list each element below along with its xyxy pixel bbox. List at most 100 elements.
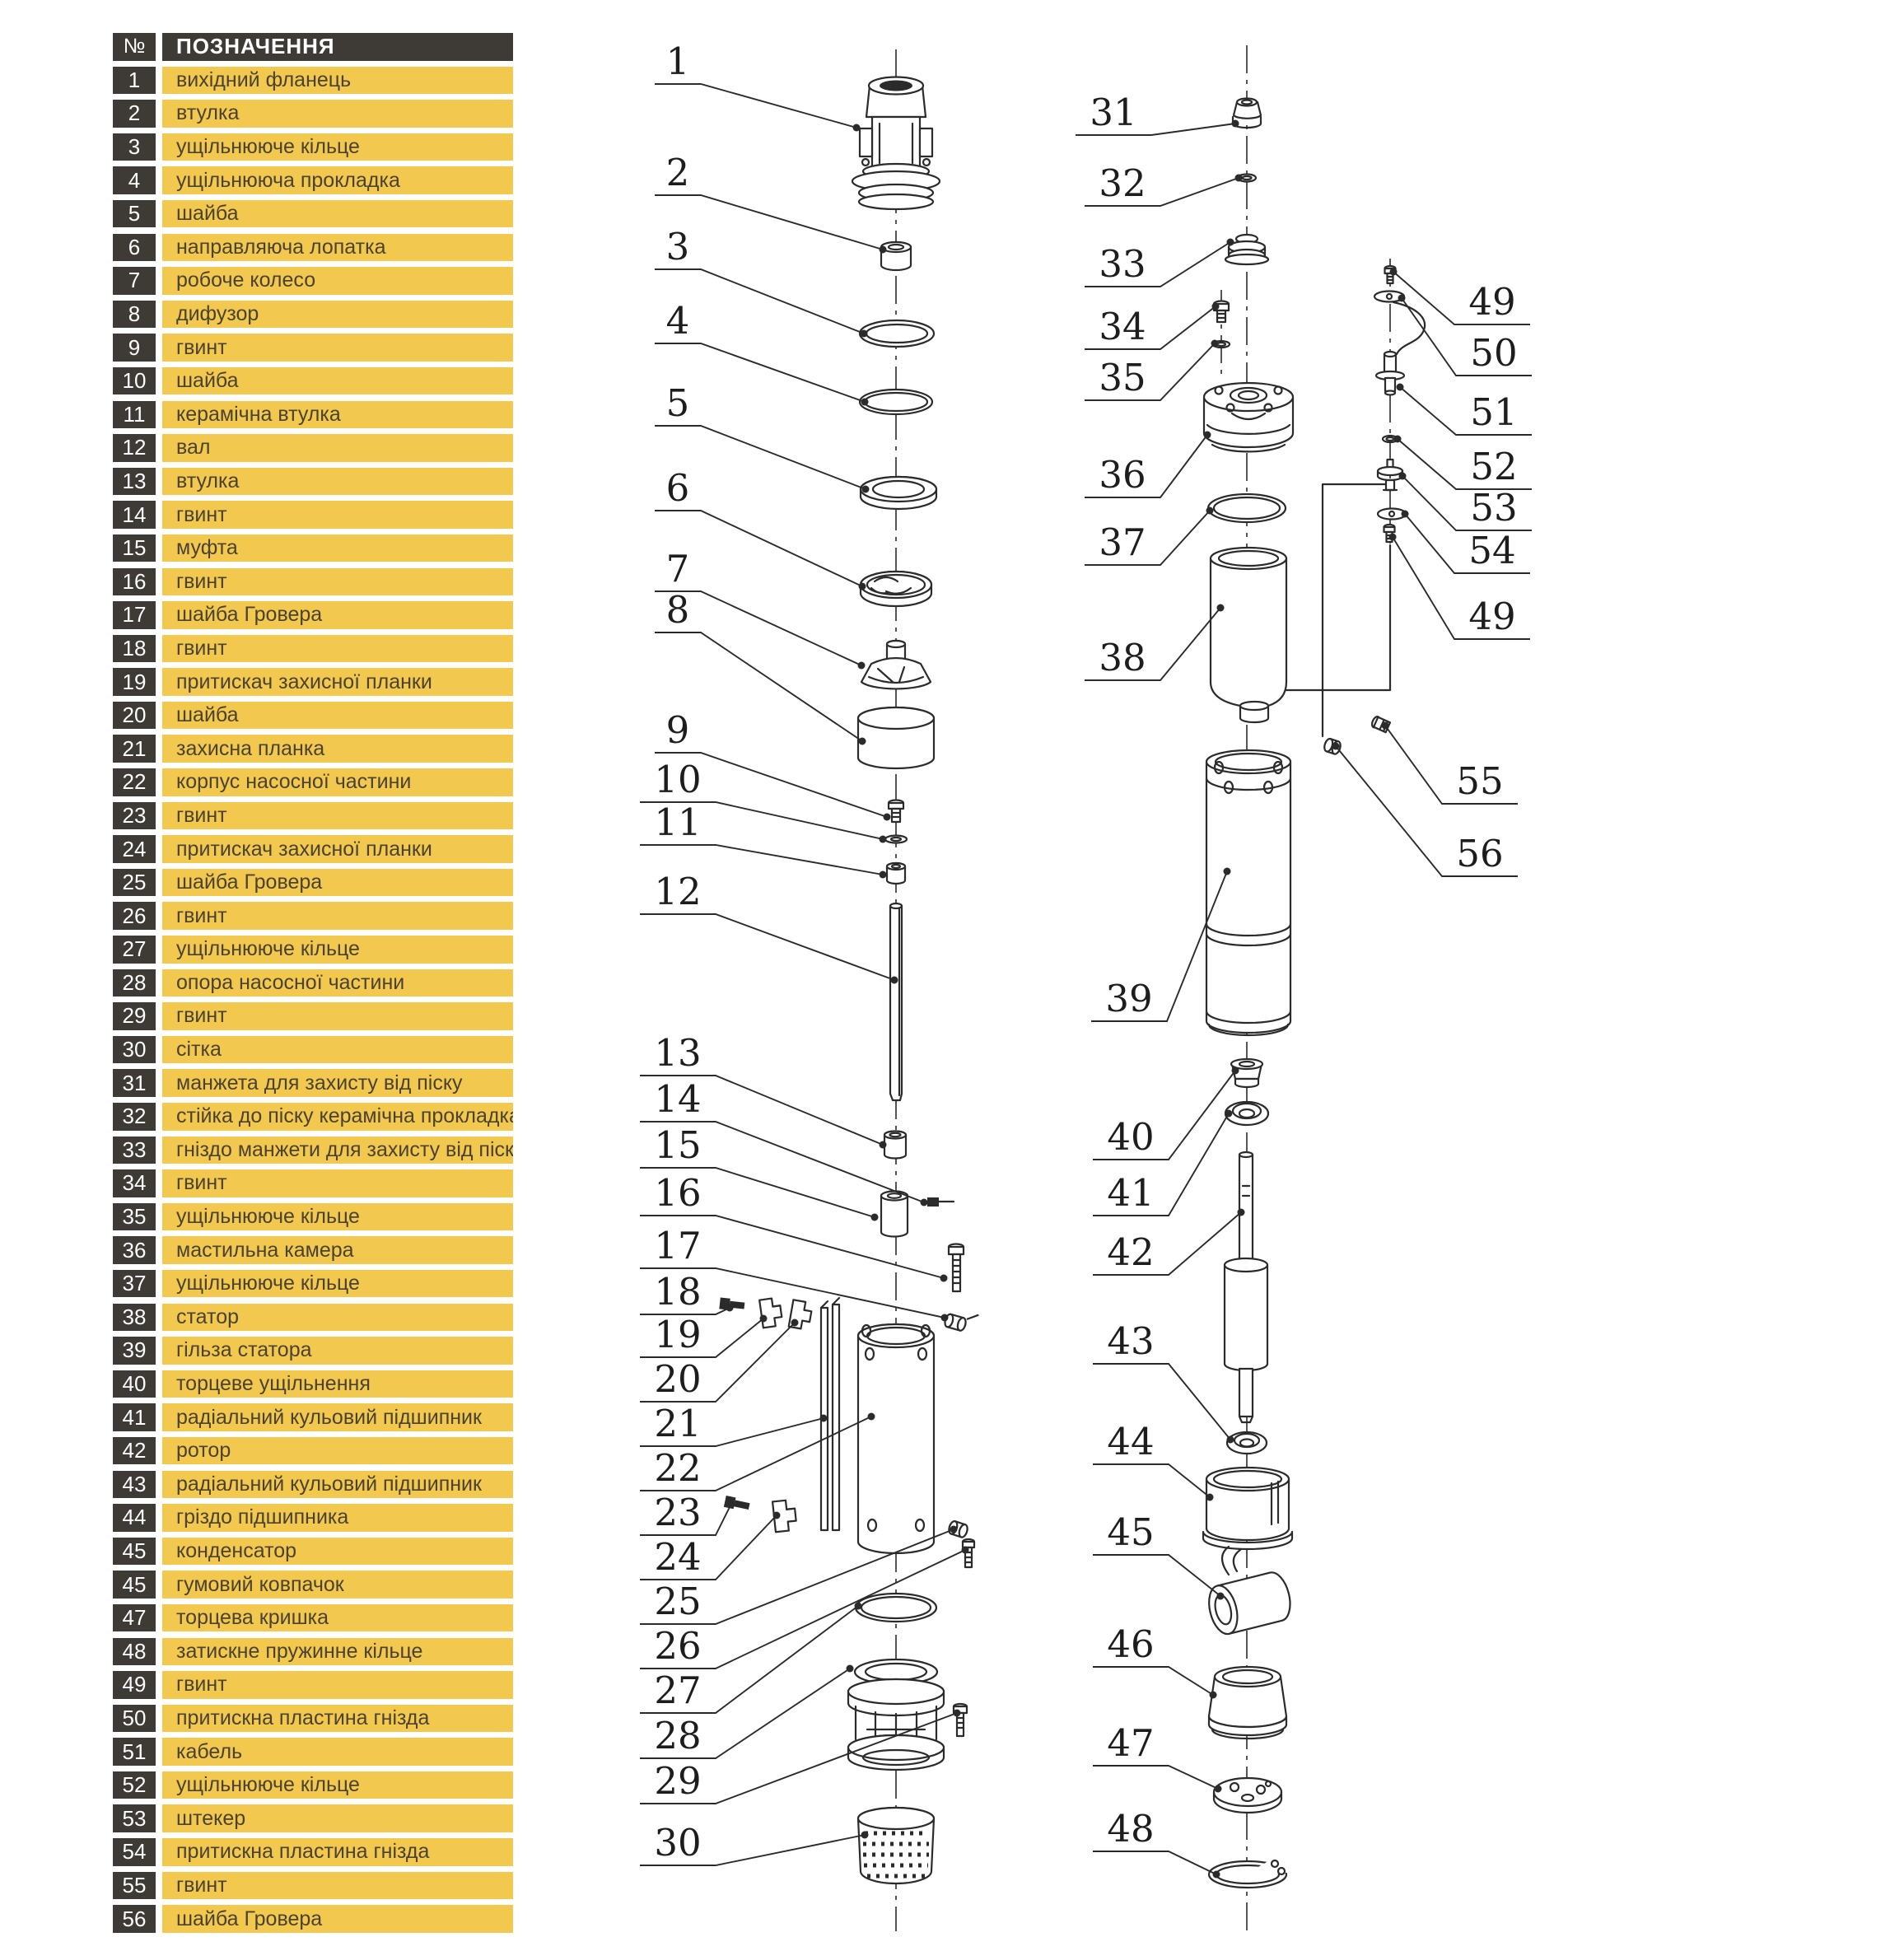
part-protective-strips [819, 1296, 841, 1532]
callout-40: 40 [1093, 1067, 1239, 1160]
table-row: 5 шайба [113, 199, 513, 228]
table-row: 48 затискне пружинне кільце [113, 1637, 513, 1665]
row-label: вал [162, 434, 513, 462]
part-shaft [889, 902, 903, 1102]
row-number: 32 [113, 1103, 156, 1131]
callout-2: 2 [655, 151, 887, 254]
row-number: 49 [113, 1671, 156, 1699]
part-washer-dish [859, 475, 938, 511]
row-label: штекер [162, 1804, 513, 1832]
svg-text:4: 4 [666, 299, 690, 343]
part-bolt-16 [947, 1243, 965, 1293]
row-number: 15 [113, 534, 156, 562]
row-label: торцева кришка [162, 1603, 513, 1632]
svg-text:30: 30 [654, 1821, 701, 1865]
table-row: 30 сітка [113, 1035, 513, 1064]
table-row: 1 вихідний фланець [113, 66, 513, 95]
svg-text:37: 37 [1099, 520, 1146, 564]
callout-4: 4 [655, 299, 869, 406]
row-label: гвинт [162, 902, 513, 930]
table-row: 38 статор [113, 1303, 513, 1332]
table-row: 26 гвинт [113, 902, 513, 930]
row-label: корпус насосної частини [162, 768, 513, 796]
row-label: вихідний фланець [162, 66, 513, 95]
row-number: 11 [113, 400, 156, 429]
table-row: 34 гвинт [113, 1169, 513, 1197]
row-label: гвинт [162, 501, 513, 529]
callout-28: 28 [640, 1664, 854, 1759]
svg-text:33: 33 [1099, 242, 1146, 286]
row-number: 25 [113, 868, 156, 897]
svg-text:55: 55 [1456, 759, 1503, 803]
row-label: притискач захисної планки [162, 835, 513, 863]
table-row: 12 вал [113, 434, 513, 462]
callout-52: 52 [1393, 435, 1532, 490]
row-label: втулка [162, 467, 513, 496]
row-label: гвинт [162, 801, 513, 830]
callout-6: 6 [655, 466, 866, 590]
part-seat-33 [1224, 233, 1270, 266]
table-row: 44 гріздо підшипника [113, 1504, 513, 1532]
table-row: 2 втулка [113, 100, 513, 128]
row-number: 29 [113, 1002, 156, 1030]
part-cable-wire [1392, 301, 1426, 356]
row-label: ущільнююче кільце [162, 1771, 513, 1799]
callout-48: 48 [1093, 1807, 1220, 1879]
callout-11: 11 [640, 800, 887, 879]
row-number: 36 [113, 1236, 156, 1264]
callout-46: 46 [1093, 1622, 1217, 1699]
part-screw-34 [1212, 300, 1230, 324]
svg-text:39: 39 [1105, 977, 1152, 1020]
table-row: 24 притискач захисної планки [113, 835, 513, 863]
callout-51: 51 [1396, 383, 1532, 436]
table-row: 8 дифузор [113, 300, 513, 329]
row-number: 7 [113, 267, 156, 295]
row-number: 3 [113, 133, 156, 161]
table-row: 6 направляюча лопатка [113, 233, 513, 262]
row-label: притискна пластина гнізда [162, 1704, 513, 1733]
table-row: 16 гвинт [113, 567, 513, 595]
part-ring-52 [1381, 434, 1399, 444]
row-label: мастильна камера [162, 1236, 513, 1264]
svg-text:28: 28 [654, 1714, 701, 1757]
svg-text:36: 36 [1099, 453, 1146, 497]
part-screw-14 [927, 1197, 955, 1207]
row-number: 53 [113, 1804, 156, 1832]
row-number: 1 [113, 66, 156, 95]
row-label: захисна планка [162, 735, 513, 763]
callout-21: 21 [640, 1402, 828, 1447]
callout-27: 27 [640, 1602, 862, 1714]
svg-text:31: 31 [1090, 91, 1136, 134]
svg-text:17: 17 [654, 1224, 701, 1267]
svg-text:56: 56 [1456, 832, 1503, 875]
row-number: 31 [113, 1069, 156, 1097]
table-rows: 1 вихідний фланець 2 втулка 3 ущільнююче кіль… [113, 66, 513, 1933]
row-number: 20 [113, 701, 156, 730]
callout-49: 49 [1388, 533, 1530, 640]
row-label: шайба [162, 199, 513, 228]
callout-14: 14 [640, 1077, 928, 1207]
part-bolt-29 [952, 1702, 968, 1738]
svg-text:23: 23 [654, 1491, 701, 1534]
table-row: 21 захисна планка [113, 735, 513, 763]
part-impeller [860, 639, 932, 690]
row-label: ущільнююче кільце [162, 936, 513, 964]
row-label: шайба Гровера [162, 1905, 513, 1933]
row-number: 48 [113, 1637, 156, 1665]
callout-41: 41 [1093, 1109, 1233, 1216]
svg-text:48: 48 [1107, 1807, 1154, 1851]
row-number: 14 [113, 501, 156, 529]
svg-text:2: 2 [666, 151, 690, 194]
table-row: 39 гільза статора [113, 1337, 513, 1365]
row-label: гвинт [162, 567, 513, 595]
table-header-label: ПОЗНАЧЕННЯ [162, 33, 513, 61]
row-label: ущільнююче кільце [162, 133, 513, 161]
part-capacitor [1208, 1545, 1291, 1636]
svg-text:20: 20 [654, 1357, 701, 1401]
callout-35: 35 [1085, 339, 1219, 401]
table-row: 25 шайба Гровера [113, 868, 513, 897]
svg-text:43: 43 [1107, 1319, 1154, 1363]
table-row: 23 гвинт [113, 801, 513, 830]
